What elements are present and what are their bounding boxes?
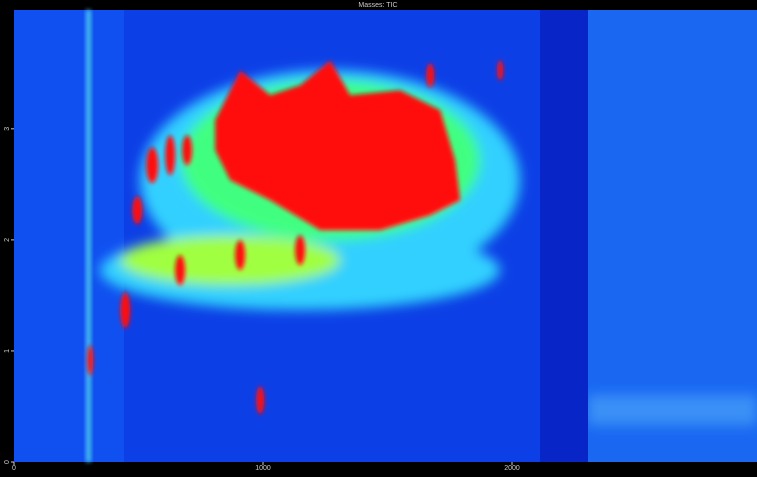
x-tick-label: 0 [12, 465, 16, 472]
y-tick-label: 1 [4, 349, 11, 353]
heatmap-image [14, 10, 757, 462]
chart-title: Masses: TIC [358, 2, 397, 9]
y-tick-label: 0 [4, 460, 11, 464]
x-tick-label: 1000 [255, 465, 271, 472]
y-tick-label: 3 [4, 127, 11, 131]
y-tick-label: 2 [4, 238, 11, 242]
x-tick-label: 2000 [504, 465, 520, 472]
